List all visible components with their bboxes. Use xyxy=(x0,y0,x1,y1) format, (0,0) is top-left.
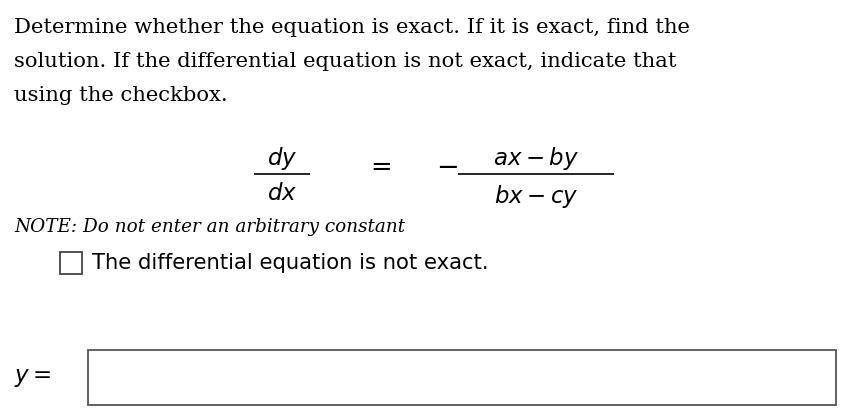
Text: NOTE: Do not enter an arbitrary constant: NOTE: Do not enter an arbitrary constant xyxy=(14,218,405,236)
Text: $dx$: $dx$ xyxy=(267,183,297,205)
Text: $=$: $=$ xyxy=(365,154,391,178)
Text: using the checkbox.: using the checkbox. xyxy=(14,86,228,105)
Text: $y =$: $y =$ xyxy=(14,366,51,388)
Bar xyxy=(88,350,836,405)
Text: $-$: $-$ xyxy=(436,152,458,180)
Text: solution. If the differential equation is not exact, indicate that: solution. If the differential equation i… xyxy=(14,52,677,71)
Text: $ax - by$: $ax - by$ xyxy=(493,145,579,172)
Bar xyxy=(60,252,82,274)
Text: The differential equation is not exact.: The differential equation is not exact. xyxy=(92,253,488,273)
Text: Determine whether the equation is exact. If it is exact, find the: Determine whether the equation is exact.… xyxy=(14,18,690,37)
Text: $bx - cy$: $bx - cy$ xyxy=(494,183,578,210)
Text: $dy$: $dy$ xyxy=(267,145,297,172)
